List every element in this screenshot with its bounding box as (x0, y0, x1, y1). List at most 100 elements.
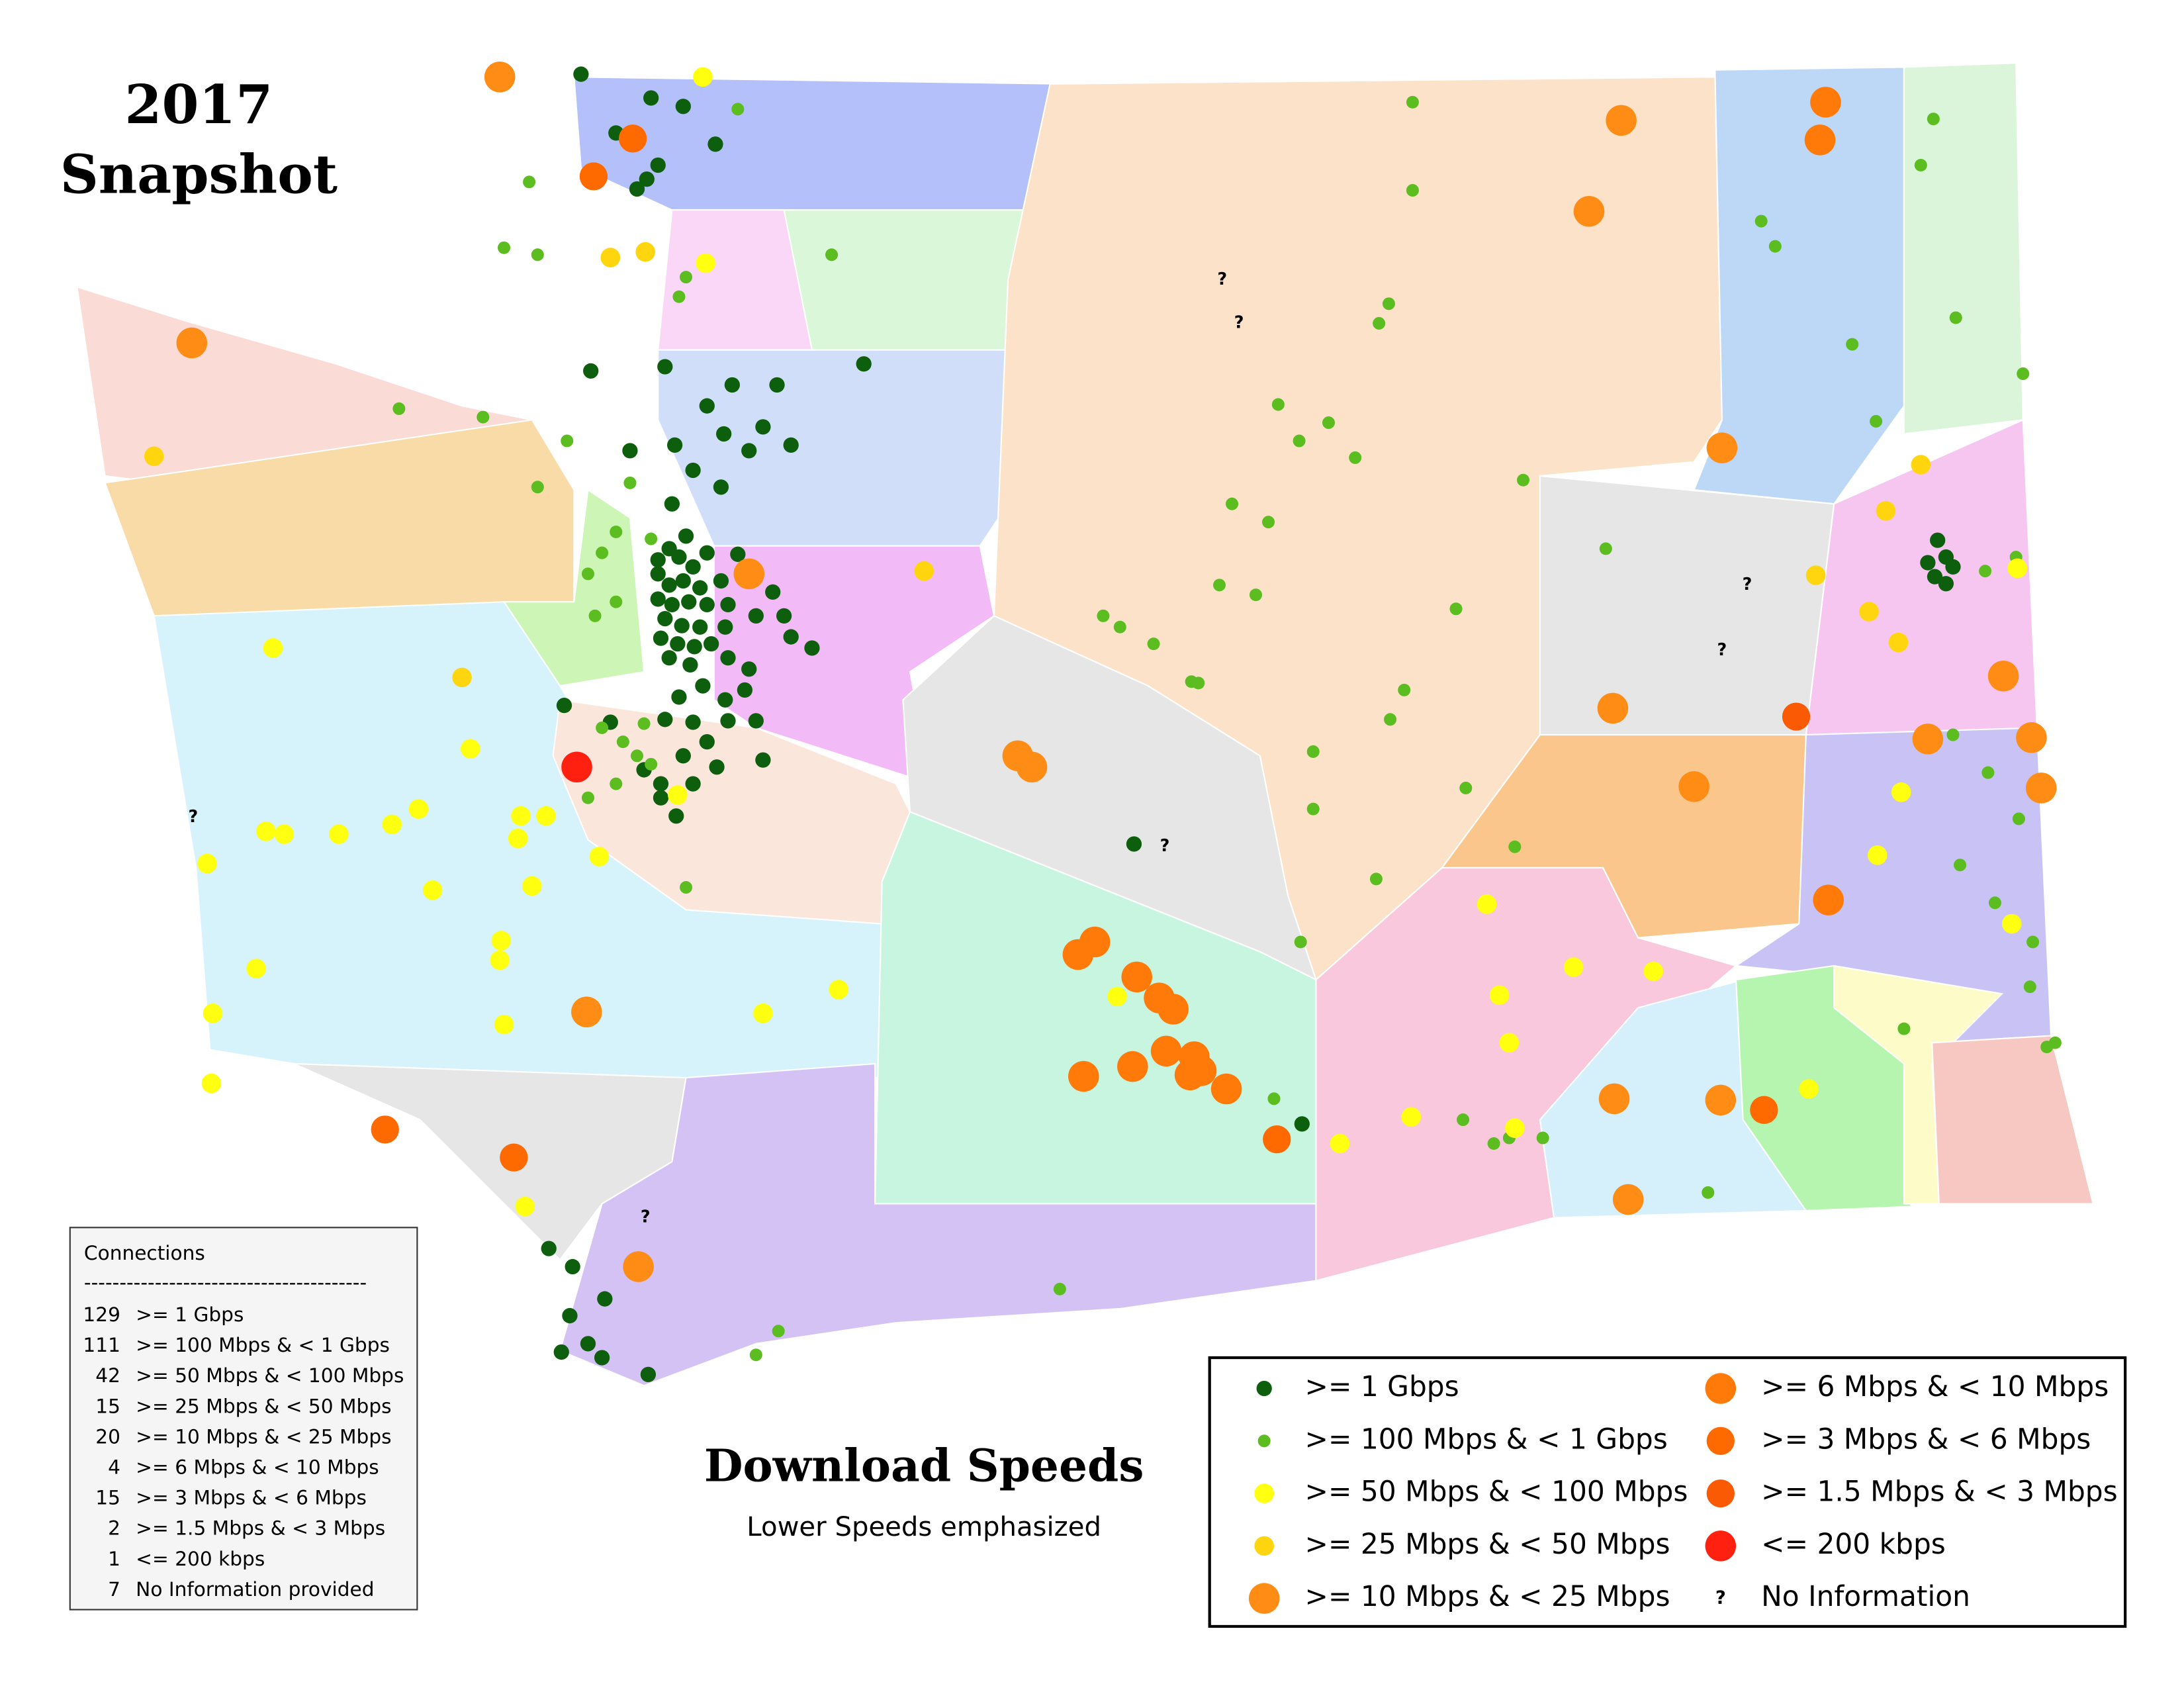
location-dot (749, 1348, 762, 1362)
location-dot (1508, 840, 1522, 853)
county (1539, 475, 1835, 736)
connection-count: 129 (83, 1303, 120, 1326)
location-dot (1271, 398, 1285, 411)
location-dot (1369, 872, 1383, 886)
connections-heading: Connections (84, 1242, 205, 1264)
location-dot (1249, 588, 1263, 602)
location-dot (460, 739, 480, 759)
location-dot (629, 181, 645, 197)
county (657, 349, 1037, 547)
location-dot (856, 356, 872, 372)
location-dot (755, 752, 771, 768)
dots: ??????? (144, 62, 2062, 1382)
location-dot (1107, 986, 1127, 1007)
location-dot (1459, 781, 1473, 794)
location-dot (1599, 542, 1612, 555)
location-dot (1938, 576, 1954, 592)
location-dot (1505, 1118, 1525, 1139)
location-dot (1449, 602, 1463, 616)
location-dot (675, 573, 691, 589)
connection-label: No Information provided (136, 1578, 374, 1601)
legend-label: >= 1 Gbps (1305, 1370, 1459, 1403)
location-dot (668, 785, 688, 805)
location-dot (643, 90, 659, 106)
location-dot (748, 713, 764, 729)
location-dot (731, 103, 745, 116)
location-dot (804, 640, 820, 656)
location-dot (581, 791, 594, 804)
connection-count: 15 (95, 1487, 120, 1509)
location-dot (1805, 565, 1826, 585)
legend-label: >= 50 Mbps & < 100 Mbps (1305, 1476, 1688, 1508)
connection-label: <= 200 kbps (136, 1548, 265, 1570)
location-dot (1117, 1051, 1148, 1082)
location-dot (1804, 124, 1836, 156)
legend-label: >= 1.5 Mbps & < 3 Mbps (1761, 1476, 2118, 1508)
location-dot (2012, 812, 2025, 825)
location-dot (645, 532, 658, 545)
location-dot (382, 814, 402, 835)
location-dot (2017, 367, 2030, 381)
location-dot (724, 377, 740, 393)
legend-label: >= 25 Mbps & < 50 Mbps (1305, 1528, 1670, 1560)
location-dot (1987, 661, 2019, 692)
location-dot (672, 290, 686, 303)
location-dot (1927, 113, 1940, 126)
location-dot (562, 1307, 578, 1324)
location-dot (2007, 558, 2028, 579)
location-dot (1946, 728, 1960, 741)
location-dot (561, 751, 592, 782)
legend: >= 1 Gbps >= 100 Mbps & < 1 Gbps >= 50 Mbp… (1248, 1370, 2118, 1614)
location-dot (1097, 609, 1110, 622)
legend-symbol: ? (1715, 1587, 1726, 1609)
location-dot (1158, 994, 1189, 1025)
location-dot (1979, 565, 1992, 578)
legend-symbol (1257, 1434, 1271, 1448)
location-dot (561, 434, 574, 447)
location-dot (600, 248, 621, 267)
location-dot (2026, 935, 2040, 949)
location-dot (2048, 1036, 2062, 1049)
location-dot (610, 777, 623, 790)
location-dot (1891, 782, 1911, 802)
location-dot (637, 717, 651, 730)
location-dot (588, 609, 602, 622)
location-dot (511, 806, 531, 826)
location-dot (1306, 745, 1320, 758)
location-dot (392, 402, 406, 415)
location-dot (1349, 451, 1362, 464)
legend-symbol (1248, 1583, 1280, 1614)
legend-symbol (1705, 1530, 1737, 1562)
location-dot (329, 824, 349, 844)
location-dot (274, 824, 295, 844)
location-dot (755, 419, 771, 435)
location-dot (1813, 884, 1844, 915)
location-dot (1870, 414, 1883, 428)
location-dot (1113, 620, 1126, 633)
legend-label: >= 3 Mbps & < 6 Mbps (1761, 1423, 2091, 1455)
location-dot (553, 1344, 569, 1360)
location-dot (686, 639, 702, 655)
location-dot (671, 689, 687, 705)
location-dot (664, 496, 680, 512)
location-dot (201, 1073, 222, 1094)
location-dot (1981, 766, 1995, 779)
location-dot (737, 682, 753, 698)
location-dot (1398, 683, 1411, 696)
connection-label: >= 100 Mbps & < 1 Gbps (136, 1334, 390, 1356)
location-dot (1597, 692, 1629, 724)
location-dot (573, 66, 589, 82)
caption-title: Download Speeds (704, 1439, 1144, 1492)
location-dot (681, 594, 697, 610)
location-dot (610, 595, 623, 608)
legend-symbol (1705, 1373, 1737, 1404)
location-dot (769, 377, 785, 393)
connection-label: >= 6 Mbps & < 10 Mbps (136, 1456, 379, 1479)
location-dot (523, 175, 536, 189)
location-dot (653, 790, 669, 806)
location-dot (635, 242, 655, 262)
no-info-marker: ? (1160, 835, 1170, 855)
connection-count: 42 (95, 1364, 120, 1387)
location-dot (668, 808, 684, 824)
